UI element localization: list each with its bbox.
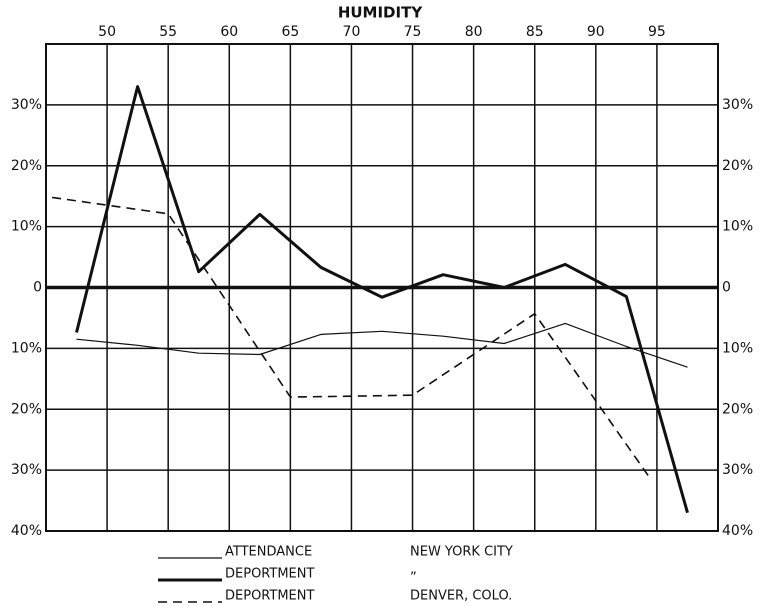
legend-group: NEW YORK CITY [410,545,513,560]
y-tick-label: 20% [11,158,42,174]
series-line [76,322,688,368]
y2-tick-label: 10% [722,219,753,235]
y-tick-label: 40% [11,523,42,539]
x-tick-label: 90 [587,24,605,40]
x-tick-label: 95 [648,24,666,40]
y2-tick-label: 30% [722,97,753,113]
x-tick-label: 55 [159,24,177,40]
series-line [75,85,689,514]
series-line [51,196,652,480]
y2-tick-label: 10% [722,340,753,356]
chart-title: HUMIDITY [338,4,424,22]
y2-tick-label: 40% [722,523,753,539]
x-tick-label: 60 [220,24,238,40]
y2-tick-label: 20% [722,401,753,417]
x-tick-label: 70 [343,24,361,40]
y2-tick-label: 20% [722,158,753,174]
x-tick-label: 65 [281,24,299,40]
legend-label: ATTENDANCE [225,545,312,560]
x-tick-label: 50 [98,24,116,40]
y-tick-label: 20% [11,401,42,417]
x-tick-label: 75 [404,24,422,40]
y-tick-label: 30% [11,462,42,478]
legend-group: ” [410,571,417,586]
legend-label: DEPORTMENT [225,589,314,604]
x-tick-label: 85 [526,24,544,40]
y2-tick-label: 30% [722,462,753,478]
y-tick-label: 10% [11,340,42,356]
x-tick-label: 80 [465,24,483,40]
y-tick-label: 0 [33,280,42,296]
y-tick-label: 30% [11,97,42,113]
legend-group: DENVER, COLO. [410,589,512,604]
y2-tick-label: 0 [722,280,731,296]
y-tick-label: 10% [11,219,42,235]
legend-label: DEPORTMENT [225,567,314,582]
